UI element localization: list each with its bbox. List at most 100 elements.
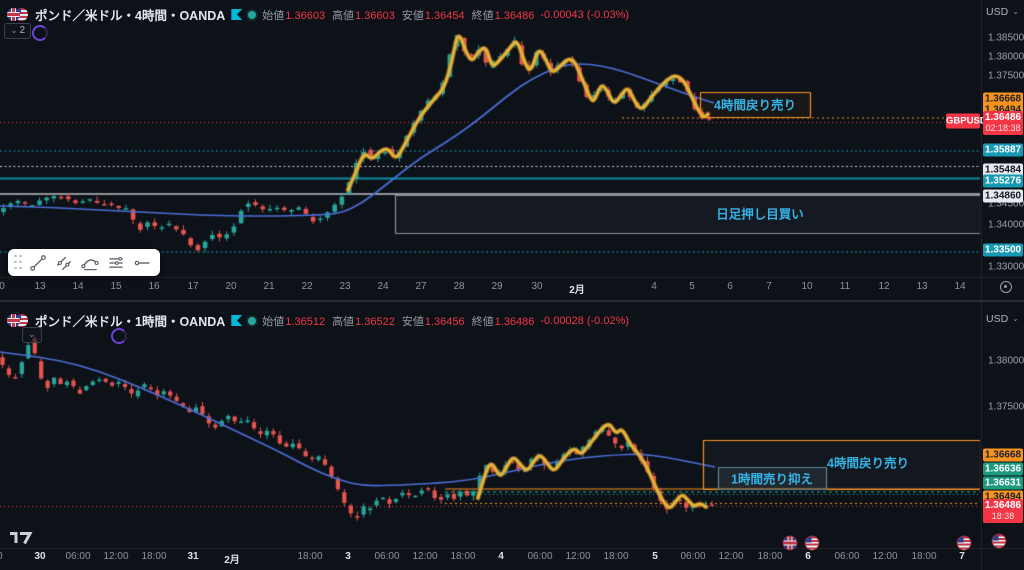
loading-spinner-icon xyxy=(111,328,127,344)
chevron-down-icon: ⌄ xyxy=(28,329,36,339)
price-scale-currency-bottom[interactable]: USD ⌄ xyxy=(986,313,1019,325)
current-price-badge: 1.36486 18:38 xyxy=(983,499,1023,523)
time-label: 31 xyxy=(187,551,199,562)
high-value: 1.36603 xyxy=(355,9,395,22)
chevron-down-icon: ⌄ xyxy=(10,25,18,35)
close-value: 1.36486 xyxy=(494,315,535,328)
time-label: 27 xyxy=(415,281,427,292)
price-level-badge: 1.36668 xyxy=(983,448,1023,462)
price-tick: 1.38000 xyxy=(988,51,1024,63)
price-tick: 1.33000 xyxy=(988,261,1024,273)
time-label: 14 xyxy=(72,281,84,292)
time-label: 2月 xyxy=(224,555,240,566)
time-label: 3 xyxy=(345,551,351,562)
time-label: 10 xyxy=(801,281,813,292)
loading-spinner-icon xyxy=(32,25,48,41)
time-label: 12:00 xyxy=(872,551,898,562)
time-label: 22 xyxy=(301,281,313,292)
change-readout: -0.00028 (-0.02%) xyxy=(540,314,630,327)
low-value: 1.36454 xyxy=(424,9,465,22)
time-label: 14 xyxy=(954,281,966,292)
time-label: 29 xyxy=(491,281,503,292)
time-label: 12:00 xyxy=(412,551,438,562)
price-tick: 1.34500 xyxy=(988,198,1024,210)
open-label: 始値 xyxy=(262,315,285,328)
open-value: 1.36603 xyxy=(285,9,326,22)
time-label: 7 xyxy=(766,281,772,292)
price-tick: 1.38500 xyxy=(988,32,1024,44)
time-label: 17 xyxy=(187,281,199,292)
price-tick: 1.37500 xyxy=(988,70,1024,82)
chevron-down-icon: ⌄ xyxy=(1012,6,1019,16)
time-label: 18:00 xyxy=(450,551,476,562)
ohlc-readout: 始値1.36603 高値1.36603 安値1.36454 終値1.36486 xyxy=(262,7,534,23)
curve-tool-icon[interactable] xyxy=(78,251,102,275)
symbol-title[interactable]: ポンド／米ドル・1時間・OANDA xyxy=(35,315,226,329)
annotation-label[interactable]: 4時間戻り売り xyxy=(827,456,909,471)
time-label: 16 xyxy=(148,281,160,292)
economic-event-icon[interactable] xyxy=(804,535,820,551)
time-label: 06:00 xyxy=(834,551,860,562)
annotation-label[interactable]: 日足押し目買い xyxy=(716,207,804,222)
price-level-badge: 1.35484 xyxy=(983,163,1023,177)
price-tick: 1.34000 xyxy=(988,219,1024,231)
time-label: 13 xyxy=(34,281,46,292)
time-label: 06:00 xyxy=(374,551,400,562)
market-status-icon xyxy=(248,316,257,325)
bar-countdown: 18:38 xyxy=(991,511,1015,521)
time-label: 13 xyxy=(916,281,928,292)
parallel-channel-tool-icon[interactable] xyxy=(52,251,76,275)
time-axis-settings-gear-icon[interactable] xyxy=(1000,281,1012,293)
time-label: 12:00 xyxy=(103,551,129,562)
time-label: 4 xyxy=(651,281,657,292)
bar-countdown: 02:18:38 xyxy=(985,123,1021,133)
time-label: 18:00 xyxy=(0,551,3,562)
time-label: 18:00 xyxy=(757,551,783,562)
time-label: 12 xyxy=(878,281,890,292)
annotation-label[interactable]: 1時間売り抑え xyxy=(731,472,813,487)
toolbar-drag-handle-icon[interactable] xyxy=(14,254,22,271)
indicators-collapse-button[interactable]: ⌄ xyxy=(22,327,42,343)
oanda-logo-icon xyxy=(231,9,243,20)
time-label: 18:00 xyxy=(141,551,167,562)
time-label: 24 xyxy=(377,281,389,292)
symbol-title[interactable]: ポンド／米ドル・4時間・OANDA xyxy=(35,9,226,23)
time-label: 12:00 xyxy=(565,551,591,562)
time-label: 20 xyxy=(225,281,237,292)
price-level-badge: 1.35276 xyxy=(983,174,1023,188)
drawing-toolbar xyxy=(8,249,160,276)
horizontal-ray-tool-icon[interactable] xyxy=(130,251,154,275)
price-level-badge: 1.35887 xyxy=(983,143,1023,157)
trend-line-tool-icon[interactable] xyxy=(26,251,50,275)
symbol-legend-4h: ポンド／米ドル・4時間・OANDA 始値1.36603 高値1.36603 安値… xyxy=(7,5,629,24)
time-label: 06:00 xyxy=(527,551,553,562)
economic-event-icon[interactable] xyxy=(991,533,1007,549)
close-value: 1.36486 xyxy=(494,9,535,22)
time-label: 7 xyxy=(959,551,965,562)
chevron-down-icon: ⌄ xyxy=(1012,313,1019,323)
currency-label: USD xyxy=(986,313,1009,325)
gbpusd-pair-icon xyxy=(7,7,29,22)
open-value: 1.36512 xyxy=(285,315,326,328)
price-scale-currency-top[interactable]: USD ⌄ xyxy=(986,6,1019,18)
economic-event-icon[interactable] xyxy=(782,535,798,551)
oanda-logo-icon xyxy=(231,315,243,326)
time-label: 18:00 xyxy=(297,551,323,562)
low-label: 安値 xyxy=(401,315,424,328)
time-label: 30 xyxy=(531,281,543,292)
indicators-collapse-button[interactable]: ⌄ 2 xyxy=(4,23,32,39)
open-label: 始値 xyxy=(262,9,285,22)
price-level-badge: 1.36636 xyxy=(983,462,1023,476)
time-label: 06:00 xyxy=(680,551,706,562)
horizontal-lines-tool-icon[interactable] xyxy=(104,251,128,275)
annotation-label[interactable]: 4時間戻り売り xyxy=(714,98,796,113)
high-value: 1.36522 xyxy=(355,315,395,328)
economic-event-icon[interactable] xyxy=(956,535,972,551)
price-level-badge: 1.33500 xyxy=(983,243,1023,257)
symbol-price-chip: GBPUSD xyxy=(946,113,987,129)
time-label: 5 xyxy=(652,551,658,562)
tradingview-logo[interactable] xyxy=(8,530,36,551)
symbol-legend-1h: ポンド／米ドル・1時間・OANDA 始値1.36512 高値1.36522 安値… xyxy=(7,311,629,330)
